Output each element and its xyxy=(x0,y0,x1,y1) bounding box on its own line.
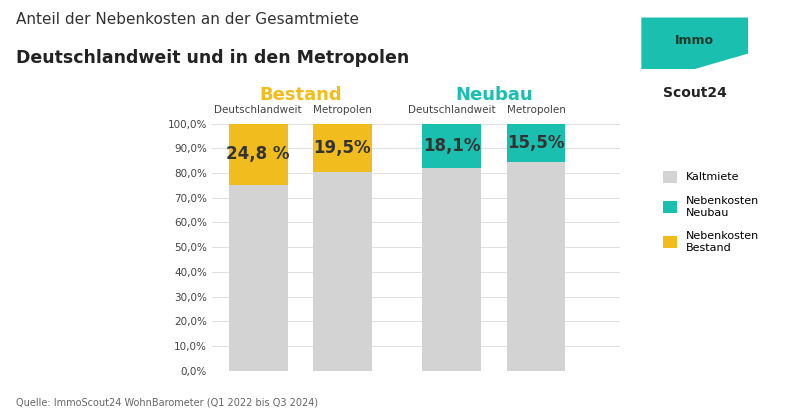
Bar xyxy=(313,172,372,371)
Text: 19,5%: 19,5% xyxy=(313,139,371,157)
Text: 15,5%: 15,5% xyxy=(507,134,564,152)
Text: Quelle: ImmoScout24 WohnBarometer (Q1 2022 bis Q3 2024): Quelle: ImmoScout24 WohnBarometer (Q1 20… xyxy=(16,398,318,408)
Bar xyxy=(506,124,565,162)
Bar xyxy=(228,185,287,371)
Text: Deutschlandweit: Deutschlandweit xyxy=(214,105,302,115)
Text: Scout24: Scout24 xyxy=(663,86,727,100)
Text: 24,8 %: 24,8 % xyxy=(227,145,290,163)
Text: Bestand: Bestand xyxy=(259,86,341,104)
Bar xyxy=(228,124,287,185)
Text: Metropolen: Metropolen xyxy=(313,105,372,115)
Text: Deutschlandweit und in den Metropolen: Deutschlandweit und in den Metropolen xyxy=(16,49,409,68)
Text: Anteil der Nebenkosten an der Gesamtmiete: Anteil der Nebenkosten an der Gesamtmiet… xyxy=(16,12,359,27)
Text: Deutschlandweit: Deutschlandweit xyxy=(408,105,495,115)
Legend: Kaltmiete, Nebenkosten
Neubau, Nebenkosten
Bestand: Kaltmiete, Nebenkosten Neubau, Nebenkost… xyxy=(659,166,764,257)
Text: Metropolen: Metropolen xyxy=(506,105,565,115)
Text: Immo: Immo xyxy=(675,34,714,47)
Bar xyxy=(313,124,372,172)
Text: Neubau: Neubau xyxy=(455,86,533,104)
Bar xyxy=(422,124,481,169)
Bar xyxy=(506,162,565,371)
Polygon shape xyxy=(641,18,748,69)
Text: 18,1%: 18,1% xyxy=(423,137,480,155)
Bar xyxy=(422,169,481,371)
